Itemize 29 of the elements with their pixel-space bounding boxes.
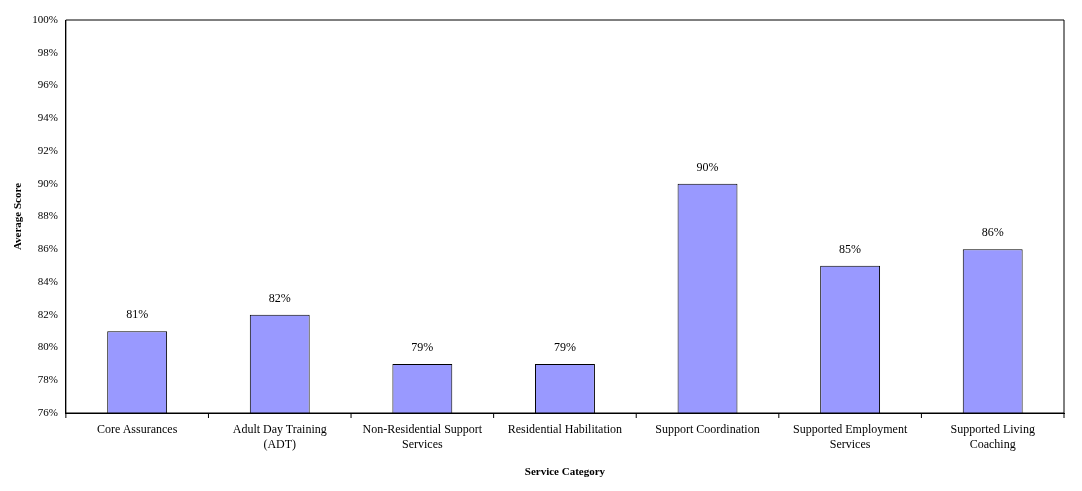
y-tick-label: 84% [37, 274, 58, 287]
x-tick-label: Core Assurances [96, 422, 178, 437]
data-label: 86% [981, 225, 1004, 240]
x-tick-label: Support Coordination [655, 422, 760, 437]
y-tick-label: 88% [37, 209, 58, 222]
data-label: 79% [411, 340, 434, 355]
y-tick-label: 100% [32, 12, 58, 25]
x-axis-title: Service Category [524, 465, 606, 478]
data-label: 90% [696, 159, 719, 174]
x-tick-label: Supported Living Coaching [950, 422, 1035, 451]
data-label: 82% [268, 290, 291, 305]
y-tick-label: 78% [37, 373, 58, 386]
y-tick-label: 82% [37, 307, 58, 320]
data-label: 85% [839, 241, 862, 256]
y-tick-label: 92% [37, 143, 58, 156]
x-tick-label: Supported Employment Services [792, 422, 908, 451]
data-label: 79% [553, 340, 576, 355]
y-tick-label: 98% [37, 45, 58, 58]
x-tick-label: Non-Residential Support Services [362, 422, 483, 451]
y-tick-label: 94% [37, 111, 58, 124]
y-tick-label: 90% [37, 176, 58, 189]
y-tick-label: 80% [37, 340, 58, 353]
y-axis-title: Average Score [11, 182, 24, 251]
y-tick-label: 96% [37, 78, 58, 91]
y-tick-label: 76% [37, 405, 58, 418]
x-tick-label: Adult Day Training (ADT) [232, 422, 327, 451]
y-tick-label: 86% [37, 242, 58, 255]
x-tick-label: Residential Habilitation [507, 422, 623, 437]
data-label: 81% [126, 307, 149, 322]
